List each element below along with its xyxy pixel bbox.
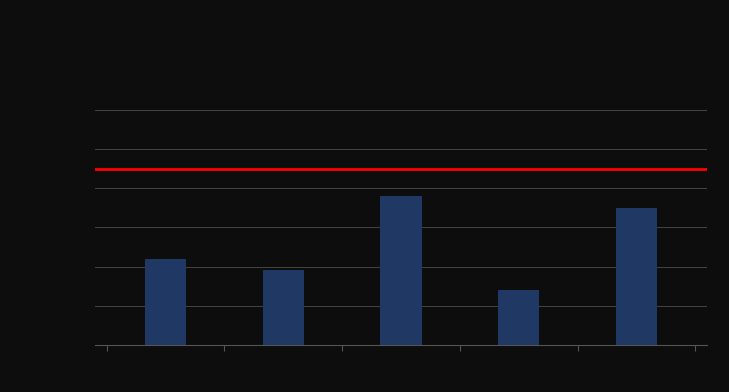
Bar [145,259,186,345]
Bar [381,196,421,345]
Bar [498,290,539,345]
Bar [262,270,304,345]
Bar [616,208,657,345]
